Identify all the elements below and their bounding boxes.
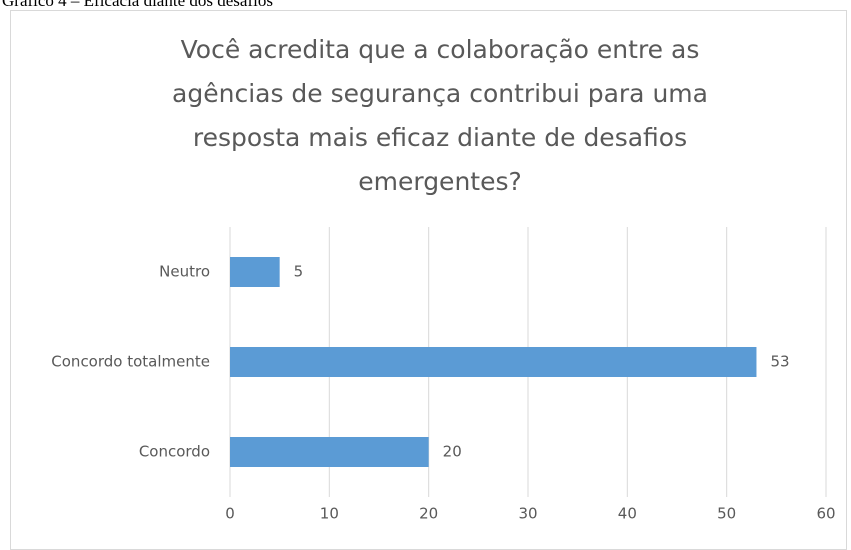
x-tick-label: 40: [618, 505, 637, 523]
x-tick-label: 30: [518, 505, 537, 523]
caption: Gráfico 4 – Eficácia diante dos desafios: [2, 0, 273, 10]
x-tick-label: 20: [419, 505, 438, 523]
chart: 0 10 20 30 40 50 60 Neutro 5 Concordo totalmente 5…: [51, 227, 836, 523]
x-tick-label: 50: [717, 505, 736, 523]
value-label: 53: [770, 353, 789, 371]
y-tick-label: Concordo: [139, 443, 210, 461]
x-tick-label: 10: [320, 505, 339, 523]
chart-title: Você acredita que a colaboração entre as…: [172, 35, 708, 196]
bar: [230, 347, 757, 377]
value-label: 20: [443, 443, 462, 461]
y-tick-label: Concordo totalmente: [51, 353, 210, 371]
y-tick-label: Neutro: [159, 263, 210, 281]
x-tick-label: 0: [225, 505, 235, 523]
x-tick-label: 60: [816, 505, 835, 523]
value-label: 5: [294, 263, 304, 281]
bar: [230, 257, 280, 287]
bar: [230, 437, 429, 467]
